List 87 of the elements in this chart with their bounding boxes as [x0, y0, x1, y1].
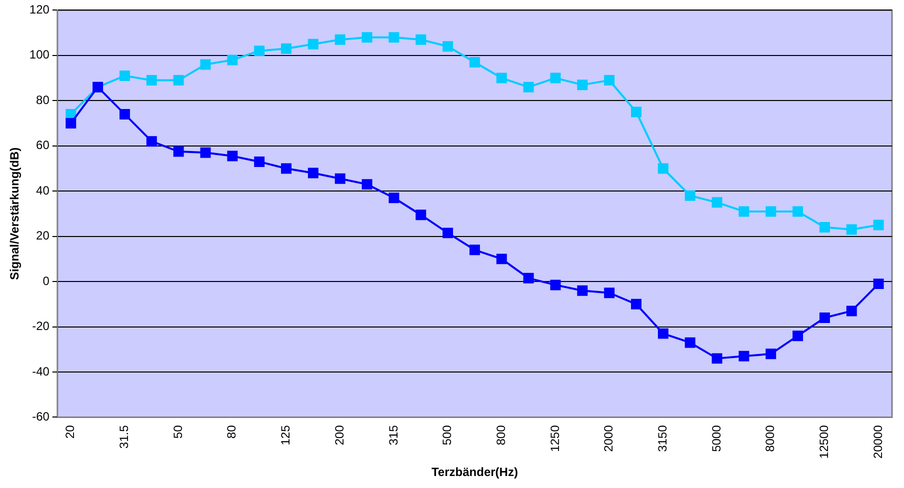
x-tick-label: 31.5 [117, 424, 132, 449]
point [496, 254, 507, 264]
point [281, 43, 292, 54]
point [792, 206, 804, 217]
point [146, 75, 157, 86]
y-tick-label: -60 [32, 410, 50, 424]
y-tick-label: 20 [36, 228, 50, 243]
point [442, 41, 454, 52]
y-tick-label: 80 [36, 92, 50, 107]
point [416, 210, 426, 220]
y-tick-label: 60 [36, 138, 50, 152]
point [227, 150, 238, 162]
point [766, 348, 776, 360]
point [550, 280, 561, 290]
point [819, 222, 830, 233]
y-tick-label: -20 [32, 319, 50, 334]
point [712, 197, 722, 208]
point [523, 272, 534, 284]
y-axis-title: Signal/Verstärkung(dB) [8, 147, 22, 280]
point [416, 34, 426, 45]
x-axis-title: Terzbänder(Hz) [431, 465, 518, 480]
point [712, 353, 722, 364]
point [227, 54, 238, 66]
point [66, 118, 76, 129]
point [119, 70, 130, 82]
point [362, 32, 372, 43]
point [334, 173, 346, 184]
point [738, 206, 750, 217]
point [334, 34, 346, 45]
x-tick-label: 20000 [870, 424, 885, 459]
point [200, 59, 211, 70]
point [469, 56, 480, 68]
point [496, 72, 507, 84]
point [604, 75, 615, 86]
point [873, 220, 884, 230]
y-tick-label: 120 [29, 2, 50, 17]
x-tick-label: 8000 [763, 424, 778, 452]
x-tick-label: 80 [224, 424, 239, 439]
point [550, 72, 561, 84]
point [684, 190, 696, 201]
point [846, 306, 857, 316]
x-tick-label: 20 [63, 424, 78, 439]
point [577, 285, 588, 296]
point [523, 82, 534, 92]
point [254, 46, 265, 56]
point [684, 337, 696, 348]
point [738, 350, 750, 362]
point [577, 80, 588, 90]
point [846, 224, 857, 235]
y-tick-label: -40 [32, 364, 50, 378]
point [388, 32, 400, 43]
point [442, 228, 454, 238]
x-tick-label: 315 [386, 424, 400, 446]
point [658, 328, 668, 339]
point [604, 288, 615, 298]
x-tick-label: 800 [494, 424, 508, 446]
x-tick-label: 2000 [602, 424, 616, 452]
point [308, 168, 318, 178]
point [469, 244, 480, 256]
point [766, 206, 776, 217]
y-tick-label: 0 [42, 274, 50, 288]
point [631, 106, 642, 118]
y-tick-label: 40 [36, 183, 50, 198]
point [254, 156, 265, 167]
x-tick-label: 50 [170, 424, 185, 439]
point [146, 136, 157, 147]
x-tick-label: 500 [440, 424, 454, 446]
point [792, 330, 804, 342]
point [631, 298, 642, 310]
point [281, 163, 292, 174]
point [362, 179, 372, 190]
x-tick-label: 125 [278, 424, 293, 446]
point [819, 312, 830, 323]
point [873, 278, 884, 290]
x-tick-label: 3150 [655, 424, 670, 452]
point [388, 192, 400, 204]
y-tick-label: 100 [29, 48, 50, 62]
point [200, 147, 211, 158]
x-tick-label: 1250 [548, 424, 562, 452]
point [658, 163, 668, 174]
x-tick-label: 12500 [817, 424, 832, 459]
point [173, 75, 184, 86]
point [119, 108, 130, 120]
x-tick-label: 200 [332, 424, 346, 446]
point [308, 38, 318, 50]
x-tick-label: 5000 [709, 424, 724, 452]
point [173, 146, 184, 157]
